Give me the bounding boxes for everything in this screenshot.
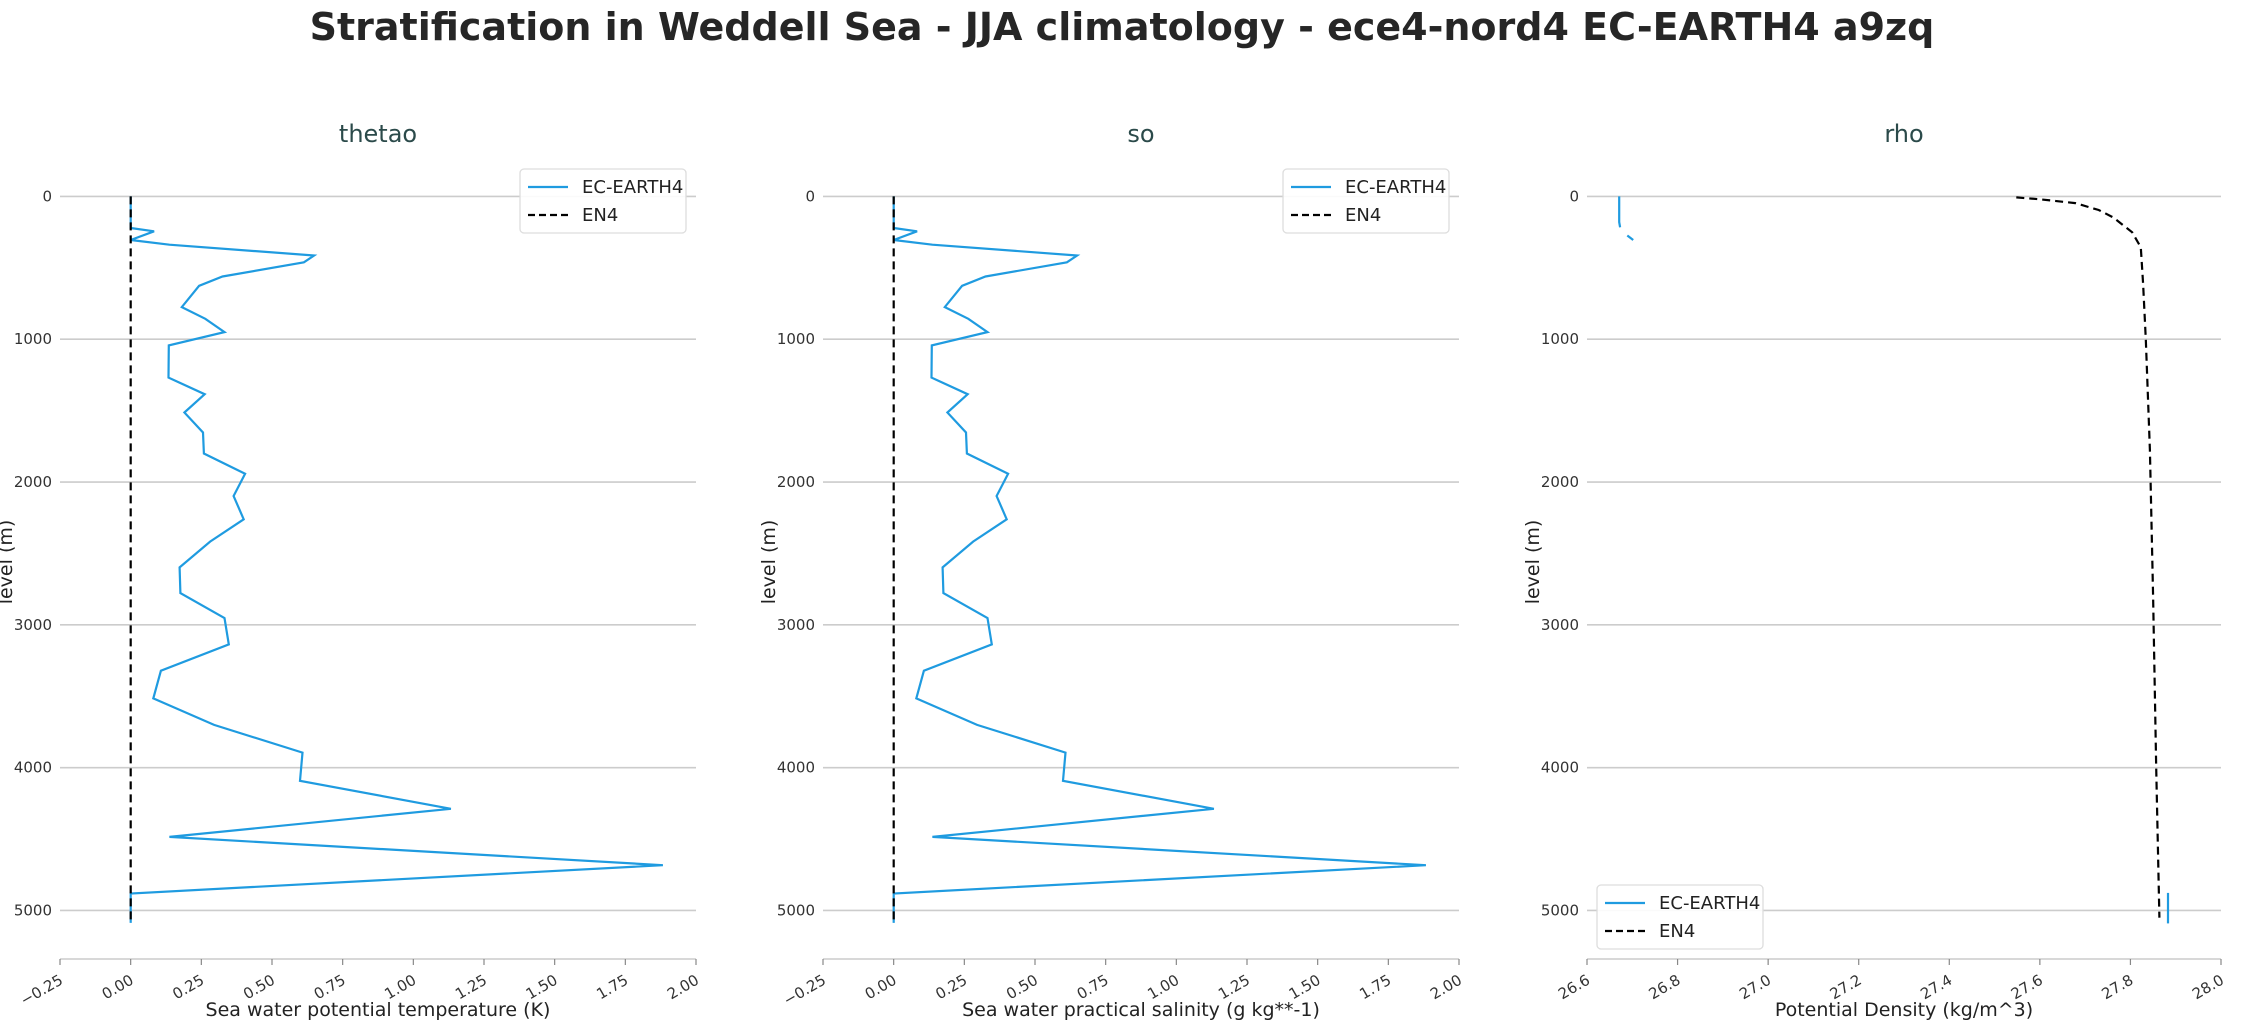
y-tick-label: 5000 (777, 901, 815, 919)
series-line-ec-earth4 (1618, 196, 1622, 228)
y-tick-label: 3000 (1541, 616, 1579, 634)
y-tick-label: 3000 (14, 616, 52, 634)
y-axis-label: level (m) (1522, 520, 1544, 605)
legend-label: EC-EARTH4 (582, 177, 683, 198)
y-tick-label: 5000 (1541, 901, 1579, 919)
legend-label: EN4 (582, 205, 618, 226)
y-tick-label: 5000 (14, 901, 52, 919)
y-tick-label: 4000 (777, 759, 815, 777)
x-axis-label: Sea water potential temperature (K) (206, 999, 551, 1021)
subplot-title: rho (1884, 120, 1923, 148)
subplot-title: so (1127, 120, 1154, 148)
y-tick-label: 2000 (14, 473, 52, 491)
legend-label: EN4 (1659, 921, 1695, 942)
series-line-ec-earth4 (1626, 234, 1634, 241)
legend: EC-EARTH4 EN4 (1282, 168, 1450, 234)
y-tick-label: 0 (1569, 187, 1579, 205)
y-tick-label: 1000 (1541, 330, 1579, 348)
y-tick-label: 1000 (14, 330, 52, 348)
y-tick-label: 1000 (777, 330, 815, 348)
series-line-en4 (2016, 196, 2161, 918)
y-tick-label: 2000 (1541, 473, 1579, 491)
series-line-ec-earth4 (129, 196, 663, 923)
legend-box (1282, 168, 1450, 234)
y-tick-label: 2000 (777, 473, 815, 491)
y-axis-label: level (m) (758, 520, 780, 605)
legend-label: EN4 (1345, 205, 1381, 226)
legend-box (1596, 884, 1764, 950)
legend-label: EC-EARTH4 (1345, 177, 1446, 198)
y-axis-label: level (m) (0, 520, 17, 605)
legend: EC-EARTH4 EN4 (1596, 884, 1764, 950)
figure-title: Stratification in Weddell Sea - JJA clim… (310, 5, 1935, 49)
subplot-title: thetao (339, 120, 417, 148)
y-tick-label: 4000 (1541, 759, 1579, 777)
y-tick-label: 3000 (777, 616, 815, 634)
legend-label: EC-EARTH4 (1659, 893, 1760, 914)
y-tick-label: 4000 (14, 759, 52, 777)
legend-box (519, 168, 687, 234)
y-tick-label: 0 (42, 187, 52, 205)
series-line-ec-earth4 (892, 196, 1426, 923)
legend: EC-EARTH4 EN4 (519, 168, 687, 234)
x-axis-label: Sea water practical salinity (g kg**-1) (962, 999, 1320, 1021)
x-axis-label: Potential Density (kg/m^3) (1775, 999, 2033, 1021)
y-tick-label: 0 (805, 187, 815, 205)
